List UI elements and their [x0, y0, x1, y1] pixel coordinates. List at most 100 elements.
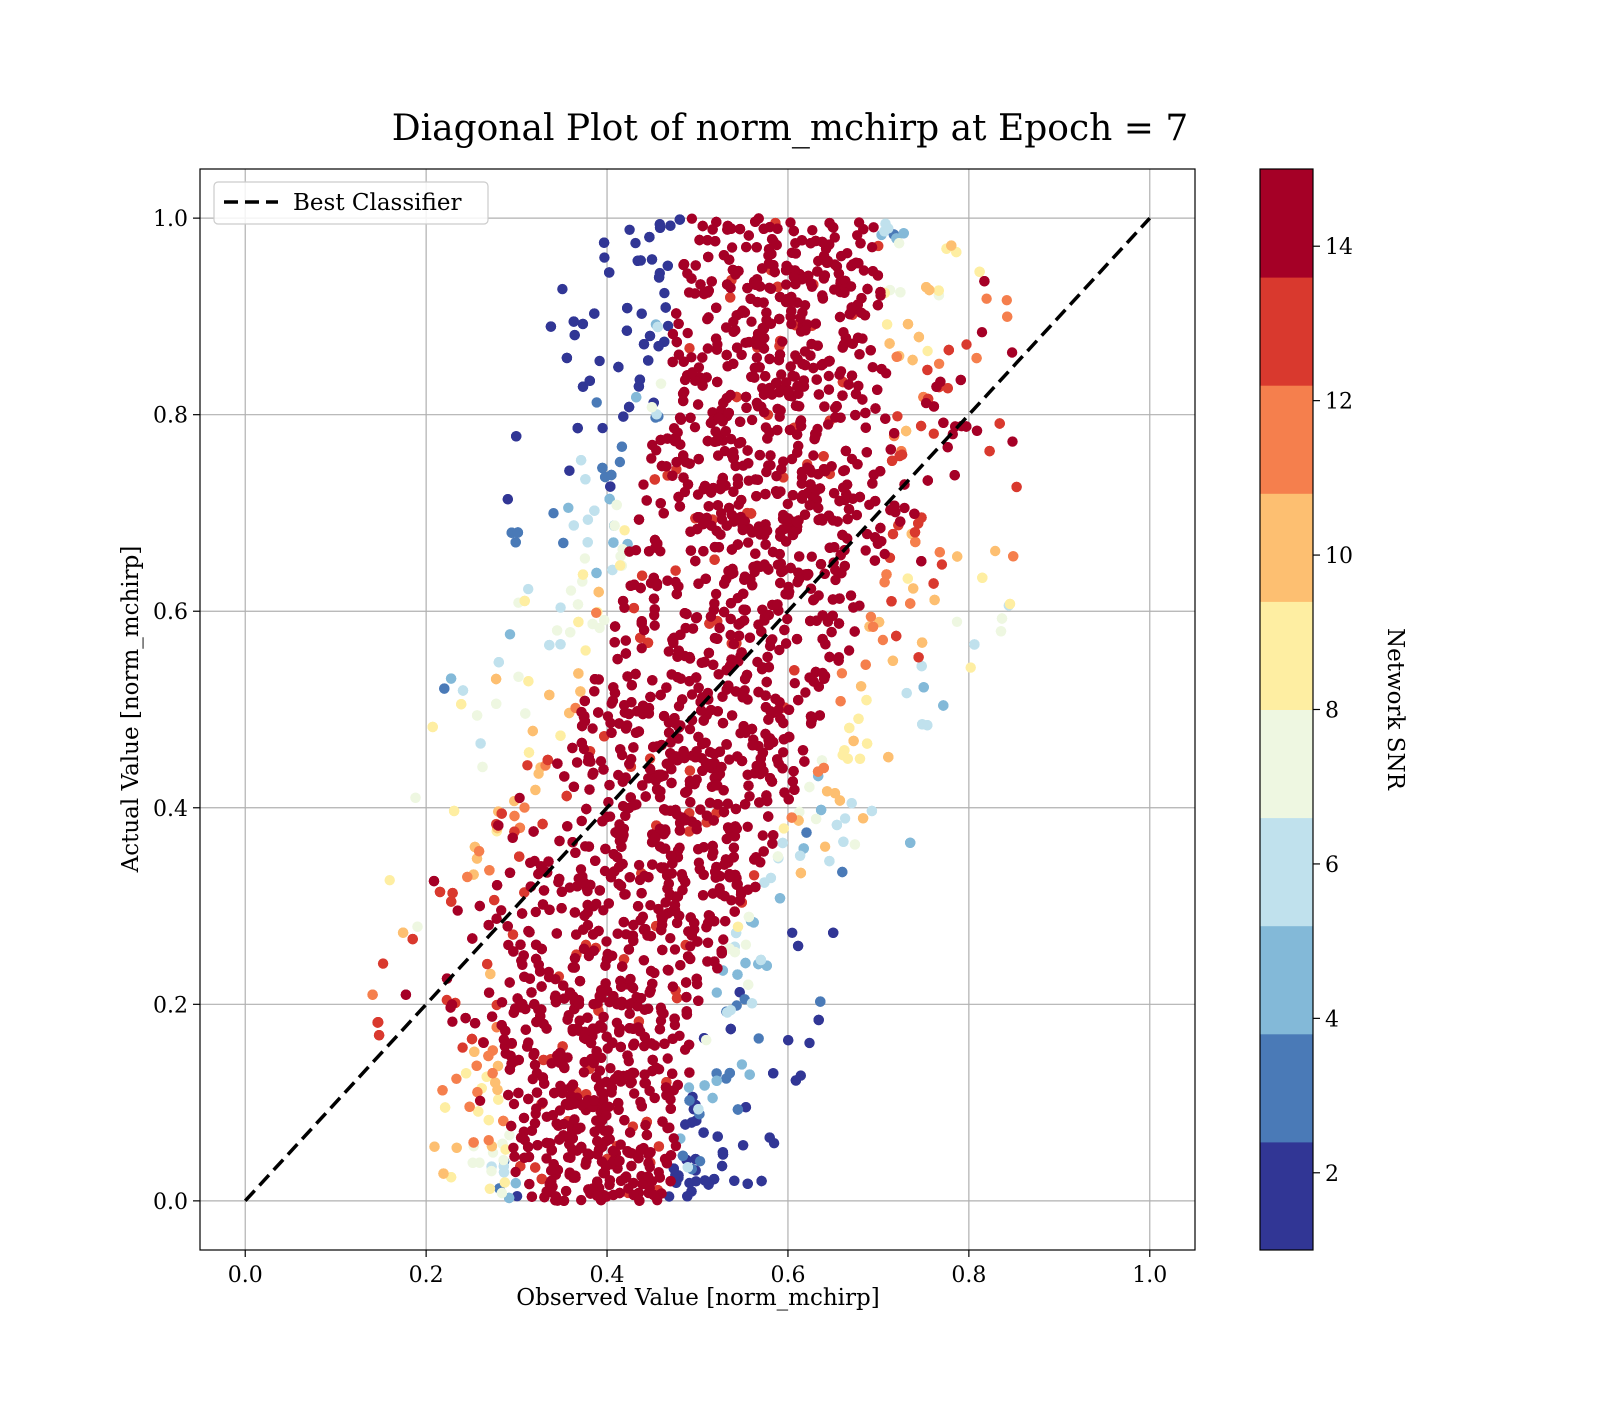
scatter-point	[645, 900, 655, 910]
scatter-point	[615, 1188, 625, 1198]
scatter-point	[738, 461, 748, 471]
scatter-point	[725, 390, 735, 400]
scatter-point	[686, 545, 696, 555]
scatter-point	[883, 752, 893, 762]
scatter-point	[487, 1011, 497, 1021]
scatter-point	[649, 594, 659, 604]
scatter-point	[461, 1068, 471, 1078]
scatter-point	[917, 719, 927, 729]
scatter-point	[594, 623, 604, 633]
scatter-point	[794, 551, 804, 561]
scatter-point	[717, 1161, 727, 1171]
scatter-point	[778, 456, 788, 466]
scatter-point	[595, 885, 605, 895]
scatter-point	[524, 1179, 534, 1189]
scatter-point	[577, 738, 587, 748]
scatter-point	[575, 686, 585, 696]
scatter-point	[601, 1191, 611, 1201]
scatter-point	[631, 392, 641, 402]
scatter-point	[850, 410, 860, 420]
scatter-point	[752, 242, 762, 252]
scatter-point	[734, 631, 744, 641]
scatter-point	[564, 466, 574, 476]
scatter-point	[544, 640, 554, 650]
scatter-point	[741, 940, 751, 950]
scatter-point	[760, 539, 770, 549]
scatter-point	[857, 333, 867, 343]
scatter-point	[524, 747, 534, 757]
scatter-point	[775, 893, 785, 903]
scatter-point	[594, 587, 604, 597]
scatter-point	[636, 993, 646, 1003]
scatter-point	[719, 807, 729, 817]
scatter-point	[736, 437, 746, 447]
scatter-point	[625, 1009, 635, 1019]
scatter-point	[555, 639, 565, 649]
scatter-point	[580, 474, 590, 484]
scatter-point	[644, 703, 654, 713]
scatter-point	[681, 609, 691, 619]
scatter-point	[570, 330, 580, 340]
scatter-point	[645, 331, 655, 341]
scatter-point	[626, 1161, 636, 1171]
scatter-point	[643, 1004, 653, 1014]
scatter-point	[683, 328, 693, 338]
scatter-point	[614, 1156, 624, 1166]
scatter-point	[546, 321, 556, 331]
scatter-point	[625, 872, 635, 882]
scatter-point	[675, 501, 685, 511]
scatter-point	[787, 928, 797, 938]
scatter-point	[725, 872, 735, 882]
scatter-point	[520, 708, 530, 718]
scatter-point	[905, 598, 915, 608]
scatter-point	[687, 367, 697, 377]
scatter-point	[680, 375, 690, 385]
scatter-point	[763, 811, 773, 821]
scatter-point	[570, 1172, 580, 1182]
scatter-point	[573, 617, 583, 627]
scatter-point	[682, 1009, 692, 1019]
scatter-point	[665, 806, 675, 816]
scatter-point	[852, 459, 862, 469]
scatter-point	[977, 327, 987, 337]
scatter-point	[523, 1037, 533, 1047]
scatter-point	[895, 287, 905, 297]
scatter-point	[902, 688, 912, 698]
scatter-point	[789, 665, 799, 675]
scatter-point	[429, 876, 439, 886]
scatter-point	[786, 292, 796, 302]
scatter-point	[616, 982, 626, 992]
scatter-point	[686, 352, 696, 362]
scatter-point	[729, 517, 739, 527]
scatter-point	[1005, 599, 1015, 609]
scatter-point	[887, 456, 897, 466]
scatter-point	[818, 451, 828, 461]
scatter-point	[672, 337, 682, 347]
scatter-point	[718, 1149, 728, 1159]
scatter-point	[674, 843, 684, 853]
scatter-point	[487, 1068, 497, 1078]
scatter-point	[732, 969, 742, 979]
scatter-point	[741, 242, 751, 252]
scatter-point	[691, 613, 701, 623]
scatter-point	[910, 537, 920, 547]
scatter-point	[787, 812, 797, 822]
scatter-point	[522, 760, 532, 770]
scatter-point	[899, 503, 909, 513]
scatter-point	[747, 724, 757, 734]
scatter-point	[668, 982, 678, 992]
scatter-point	[627, 680, 637, 690]
scatter-point	[601, 1110, 611, 1120]
scatter-point	[635, 375, 645, 385]
scatter-point	[844, 504, 854, 514]
scatter-point	[615, 560, 625, 570]
scatter-point	[699, 842, 709, 852]
scatter-point	[712, 780, 722, 790]
scatter-point	[792, 517, 802, 527]
scatter-point	[552, 1050, 562, 1060]
scatter-point	[768, 547, 778, 557]
scatter-point	[685, 797, 695, 807]
scatter-point	[665, 221, 675, 231]
scatter-point	[647, 402, 657, 412]
scatter-point	[598, 1012, 608, 1022]
